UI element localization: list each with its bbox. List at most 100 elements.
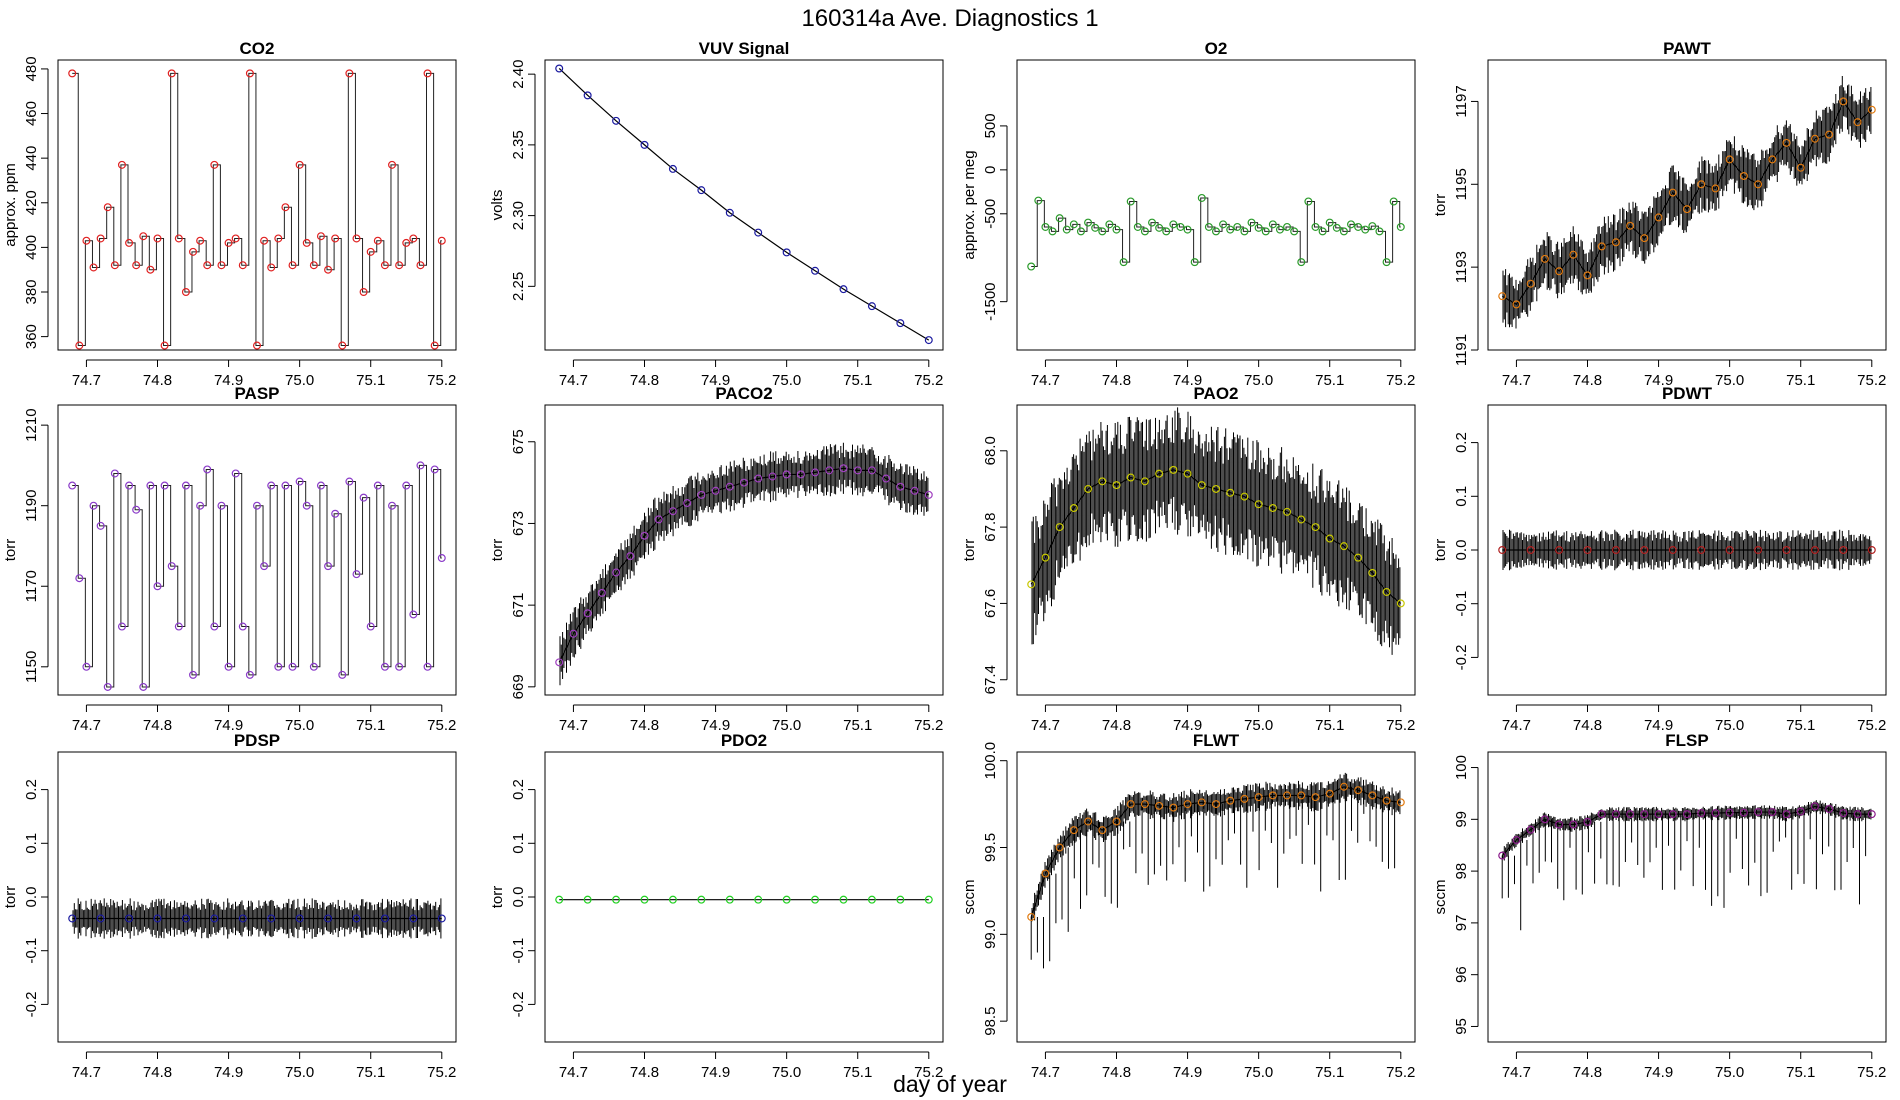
y-tick-label: -500: [982, 199, 999, 229]
data-point: [316, 481, 325, 490]
x-tick-label: 75.2: [914, 717, 943, 734]
data-point: [1339, 227, 1348, 236]
data-point: [132, 505, 141, 514]
data-point: [1611, 238, 1620, 247]
data-point: [1084, 484, 1093, 493]
data-point: [1626, 810, 1635, 819]
data-point: [1782, 138, 1791, 147]
x-tick-label: 74.8: [143, 372, 172, 389]
data-layer: [555, 64, 933, 345]
data-point: [1140, 227, 1149, 236]
x-tick-label: 74.7: [72, 372, 101, 389]
x-tick-label: 75.0: [772, 1064, 801, 1081]
data-point: [1027, 580, 1036, 589]
data-point: [1498, 851, 1507, 860]
x-tick-label: 74.9: [214, 372, 243, 389]
data-point: [1354, 786, 1363, 795]
x-tick-label: 74.8: [1573, 372, 1602, 389]
data-point: [68, 69, 77, 78]
data-point: [1105, 220, 1114, 229]
data-point: [1297, 258, 1306, 267]
y-axis-label: torr: [1432, 194, 1449, 217]
data-point: [1069, 220, 1078, 229]
data-point: [68, 914, 77, 923]
data-point: [1382, 258, 1391, 267]
plot-frame: [57, 404, 457, 696]
data-point: [1597, 810, 1606, 819]
x-tick-label: 75.0: [285, 717, 314, 734]
panel-pao2: PAO2 74.7 74.8 74.9 75.0 75.1 75.2 67.4 67.6 67.8…: [961, 384, 1416, 734]
data-point: [1112, 817, 1121, 826]
y-tick-label: 671: [510, 593, 527, 618]
x-tick-label: 75.2: [427, 372, 456, 389]
data-point: [1311, 793, 1320, 802]
data-point: [82, 662, 91, 671]
x-tick-label: 74.7: [1031, 1064, 1060, 1081]
data-point: [352, 570, 361, 579]
data-point: [260, 562, 269, 571]
series-trace: [1031, 197, 1401, 268]
y-axis-label: torr: [961, 539, 978, 562]
panel-pdsp: PDSP 74.7 74.8 74.9 75.0 75.1 75.2 -0.2 -0.1 0.0 0…: [2, 731, 457, 1081]
data-point: [117, 160, 126, 169]
series-line: [1501, 805, 1872, 856]
data-point: [1668, 810, 1677, 819]
x-tick-label: 74.7: [72, 1064, 101, 1081]
data-point: [1526, 545, 1535, 554]
y-tick-label: 68.0: [982, 436, 999, 465]
data-point: [583, 609, 592, 618]
data-layer: [1498, 76, 1876, 329]
data-point: [295, 160, 304, 169]
data-point: [181, 288, 190, 297]
data-point: [288, 261, 297, 270]
data-point: [203, 261, 212, 270]
data-point: [1768, 155, 1777, 164]
data-point: [395, 261, 404, 270]
data-point: [1268, 220, 1277, 229]
x-tick-label: 74.7: [559, 1064, 588, 1081]
data-point: [1540, 254, 1549, 263]
x-tick-label: 75.1: [1315, 372, 1344, 389]
data-point: [274, 234, 283, 243]
data-point: [697, 186, 706, 195]
data-point: [1555, 545, 1564, 554]
panel-flsp: FLSP 74.7 74.8 74.9 75.0 75.1 75.2 95 96 97 98 99 10…: [1432, 731, 1887, 1081]
data-point: [153, 914, 162, 923]
data-point: [1389, 197, 1398, 206]
data-point: [181, 914, 190, 923]
data-point: [402, 481, 411, 490]
data-point: [409, 234, 418, 243]
x-tick-label: 75.1: [356, 1064, 385, 1081]
x-tick-label: 74.9: [1644, 1064, 1673, 1081]
y-tick-label: 420: [23, 190, 40, 215]
data-point: [89, 263, 98, 272]
data-point: [1254, 223, 1263, 232]
data-layer: [68, 461, 446, 691]
x-tick-label: 75.0: [772, 372, 801, 389]
y-tick-label: 67.6: [982, 589, 999, 618]
data-point: [1197, 193, 1206, 202]
noise-band: [1031, 407, 1401, 655]
data-point: [882, 474, 891, 483]
x-tick-label: 74.7: [1031, 372, 1060, 389]
y-tick-label: -0.2: [23, 991, 40, 1017]
data-point: [1739, 808, 1748, 817]
y-tick-label: 95: [1453, 1018, 1470, 1035]
data-point: [811, 895, 820, 904]
data-point: [1796, 807, 1805, 816]
y-tick-label: 0.1: [1453, 486, 1470, 507]
y-tick-label: 1150: [23, 651, 40, 683]
data-point: [1098, 227, 1107, 236]
data-point: [309, 662, 318, 671]
data-point: [583, 895, 592, 904]
x-tick-label: 74.8: [1573, 717, 1602, 734]
panels-grid: CO2 74.7 74.8 74.9 75.0 75.1 75.2 360 380 400 420 4…: [2, 39, 1887, 1081]
y-tick-label: 669: [510, 674, 527, 699]
data-point: [153, 234, 162, 243]
data-point: [1062, 225, 1071, 234]
x-tick-label: 75.1: [1786, 717, 1815, 734]
data-point: [231, 234, 240, 243]
data-point: [867, 466, 876, 475]
x-tick-label: 74.7: [1502, 1064, 1531, 1081]
data-point: [1084, 817, 1093, 826]
